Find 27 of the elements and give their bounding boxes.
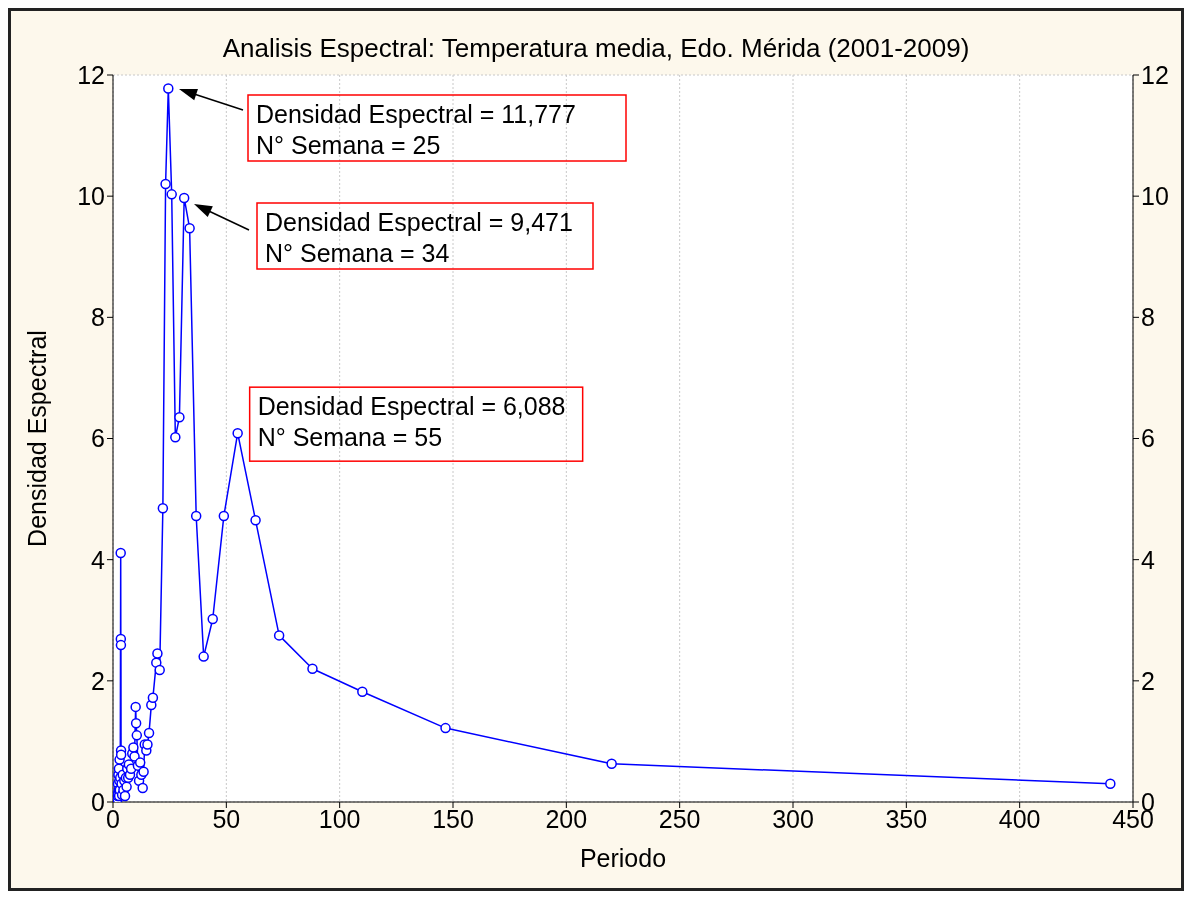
y2-tick-label: 4: [1141, 545, 1155, 574]
y2-tick-label: 8: [1141, 303, 1155, 332]
x-tick-label: 300: [772, 804, 814, 833]
y-tick-label: 10: [77, 182, 105, 211]
x-tick-label: 100: [318, 804, 361, 833]
y-axis-title: Densidad Espectral: [22, 330, 51, 547]
x-tick-label: 50: [212, 804, 241, 833]
x-tick-label: 150: [432, 804, 474, 833]
y-tick-label: 12: [77, 60, 105, 89]
y-tick-label: 4: [91, 545, 106, 574]
chart-title: Analisis Espectral: Temperatura media, Edo. Mérida (2001-2009): [222, 33, 970, 63]
x-tick-label: 250: [658, 804, 701, 833]
annotation: Densidad Espectral = 11,777 N° Semana = 25: [256, 100, 576, 159]
x-tick-label: 200: [545, 804, 588, 833]
x-axis-title: Periodo: [579, 844, 667, 872]
x-tick-label: 400: [998, 804, 1041, 833]
x-tick-label: 350: [885, 804, 928, 833]
y-tick-label: 8: [91, 303, 105, 332]
y2-tick-label: 12: [1141, 60, 1169, 89]
annotation: Densidad Espectral = 6,088 N° Semana = 55: [257, 392, 566, 452]
callout: Densidad Espectral = 6,088 N° Semana = 55: [248, 386, 584, 462]
annotation: Densidad Espectral = 9,471 N° Semana = 34: [265, 208, 573, 267]
y-tick-label: 2: [91, 666, 105, 695]
y-tick-label: 6: [91, 424, 105, 453]
y2-tick-label: 6: [1141, 424, 1155, 453]
y2-tick-label: 10: [1141, 182, 1169, 211]
y2-tick-label: 2: [1141, 666, 1155, 695]
